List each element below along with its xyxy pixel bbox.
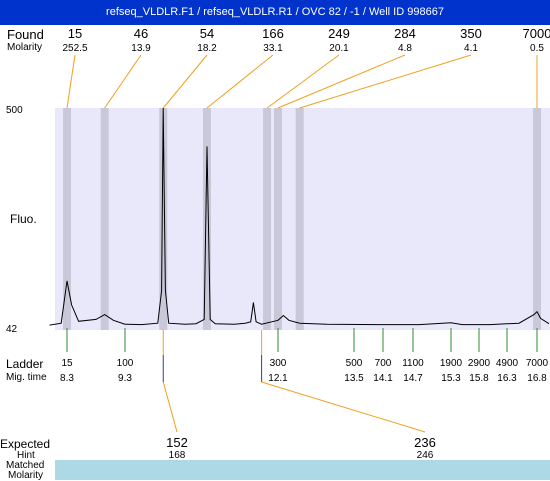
found-size-label: 166: [262, 26, 284, 41]
peak-connector-line: [266, 54, 340, 109]
peak-marker-band: [533, 108, 541, 330]
fluorescence-trace: [49, 107, 550, 326]
molarity-row-label: Molarity: [7, 42, 43, 53]
ladder-size-label: 15: [61, 358, 73, 369]
ladder-mig-time-label: 16.3: [497, 373, 517, 384]
ladder-size-label: 700: [375, 358, 392, 369]
ladder-mig-time-label: 16.8: [527, 373, 547, 384]
ladder-mig-time-label: 13.5: [344, 373, 364, 384]
found-molarity-label: 4.8: [398, 43, 412, 54]
peak-marker-band: [159, 108, 168, 330]
ladder-size-label: 2900: [468, 358, 491, 369]
peak-connector-line: [299, 54, 472, 109]
y-axis-min: 42: [6, 324, 18, 335]
found-molarity-label: 33.1: [263, 43, 283, 54]
peak-connector-line: [277, 54, 406, 109]
ladder-mig-time-label: 15.3: [441, 373, 461, 384]
expected-molarity-row-label: Molarity: [8, 470, 44, 481]
ladder-size-label: 4900: [496, 358, 519, 369]
ladder-size-label: 7000: [526, 358, 549, 369]
ladder-mig-time-label: 12.1: [268, 373, 288, 384]
found-size-label: 15: [68, 26, 82, 41]
found-molarity-label: 4.1: [464, 43, 478, 54]
found-size-label: 54: [200, 26, 214, 41]
peak-marker-band: [274, 108, 282, 330]
found-size-label: 284: [394, 26, 416, 41]
found-size-label: 46: [134, 26, 148, 41]
ladder-size-label: 300: [270, 358, 287, 369]
peak-marker-band: [295, 108, 304, 330]
chart-title: refseq_VLDLR.F1 / refseq_VLDLR.R1 / OVC …: [0, 0, 550, 25]
peak-marker-band: [263, 108, 272, 330]
found-molarity-label: 0.5: [530, 43, 544, 54]
ladder-mig-time-label: 15.8: [469, 373, 489, 384]
ladder-mig-time-label: 9.3: [118, 373, 132, 384]
found-size-label: 350: [460, 26, 482, 41]
found-size-label: 249: [328, 26, 350, 41]
found-size-label: 7000: [523, 26, 550, 41]
found-molarity-label: 252.5: [62, 43, 87, 54]
ladder-mig-time-label: 8.3: [60, 373, 74, 384]
expected-size-label: 152: [166, 435, 188, 450]
peak-connector-line: [206, 54, 274, 109]
peak-connector-line: [162, 54, 208, 109]
expected-size-label: 236: [414, 435, 436, 450]
found-molarity-label: 13.9: [131, 43, 151, 54]
expected-connector-line: [261, 381, 426, 433]
ladder-size-label: 1900: [440, 358, 463, 369]
peak-connector-line: [104, 54, 142, 109]
peak-connector-line: [66, 54, 76, 109]
hint-value-label: 168: [169, 450, 186, 461]
ladder-mig-time-label: 14.7: [403, 373, 423, 384]
peak-marker-band: [100, 108, 109, 330]
y-axis-title: Fluo.: [10, 212, 37, 226]
mig-time-row-label: Mig. time: [6, 372, 47, 383]
ladder-row-label: Ladder: [6, 357, 44, 371]
found-molarity-label: 20.1: [329, 43, 349, 54]
found-row-label: Found: [7, 27, 44, 42]
y-axis-max: 500: [6, 105, 23, 116]
hint-value-label: 246: [417, 450, 434, 461]
matched-band: [55, 460, 550, 470]
ladder-size-label: 500: [346, 358, 363, 369]
peak-marker-band: [202, 108, 211, 330]
expected-connector-line: [162, 381, 178, 433]
peak-marker-band: [63, 108, 71, 330]
ladder-mig-time-label: 14.1: [373, 373, 393, 384]
ladder-size-label: 1100: [402, 358, 424, 369]
hint-row-label: Hint: [17, 450, 35, 461]
molarity-band: [55, 470, 550, 480]
matched-row-label: Matched: [6, 460, 45, 471]
found-molarity-label: 18.2: [197, 43, 217, 54]
ladder-size-label: 100: [117, 358, 134, 369]
expected-row-label: Expected: [0, 437, 51, 451]
